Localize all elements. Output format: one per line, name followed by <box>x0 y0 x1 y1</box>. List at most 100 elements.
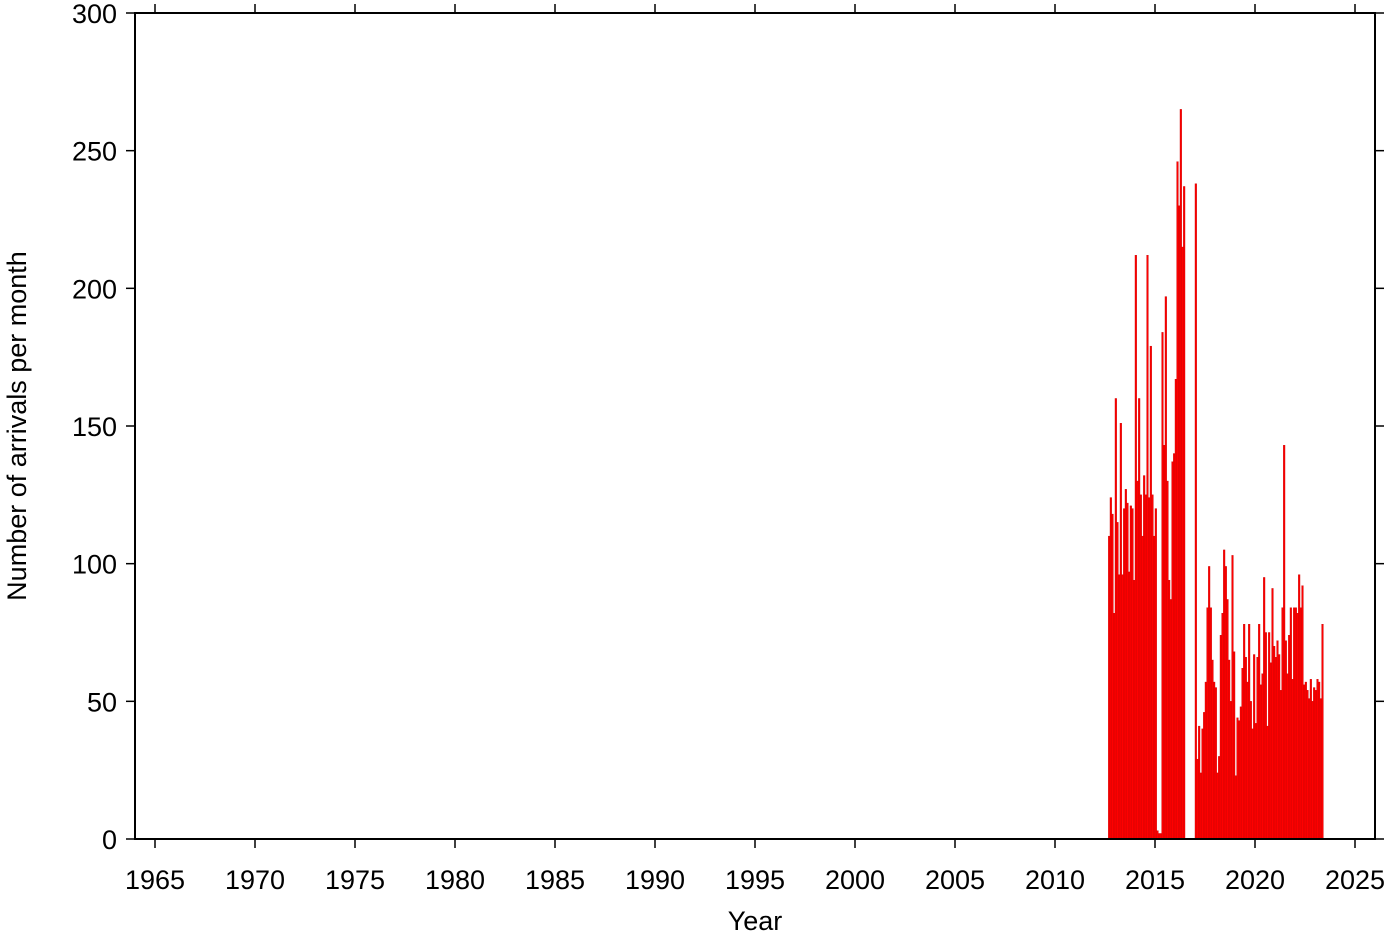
bar <box>1226 599 1229 840</box>
bar <box>1133 579 1136 840</box>
bar <box>1218 756 1221 840</box>
plot-frame <box>134 12 1376 840</box>
x-tick-label: 2020 <box>1225 865 1285 895</box>
bar <box>1281 607 1284 840</box>
bar <box>1196 758 1199 840</box>
bar <box>1249 701 1252 840</box>
bar <box>1241 668 1244 840</box>
bar <box>1113 613 1116 840</box>
bar <box>1314 690 1317 840</box>
bar <box>1278 654 1281 840</box>
bar <box>1139 494 1142 840</box>
bar <box>1109 497 1112 840</box>
bar <box>1316 679 1319 840</box>
y-tick-label: 200 <box>72 274 117 304</box>
x-tick-label: 2015 <box>1125 865 1185 895</box>
bar <box>1121 574 1124 840</box>
bar <box>1156 830 1159 840</box>
bar <box>1298 574 1301 840</box>
bar <box>1208 566 1211 840</box>
bar <box>1166 480 1169 840</box>
bar <box>1304 681 1307 840</box>
bar <box>1261 673 1264 840</box>
bar <box>1291 679 1294 840</box>
bar <box>1279 690 1282 840</box>
bar <box>1231 555 1234 840</box>
x-tick-label: 1965 <box>125 865 185 895</box>
bar <box>1238 720 1241 840</box>
bar <box>1294 607 1297 840</box>
bar <box>1169 599 1172 840</box>
bar <box>1306 690 1309 840</box>
bar <box>1194 183 1197 840</box>
bar <box>1236 717 1239 840</box>
bar <box>1128 571 1131 840</box>
bar <box>1203 712 1206 840</box>
bar <box>1284 640 1287 840</box>
bar <box>1318 681 1321 840</box>
bar <box>1141 535 1144 840</box>
bar <box>1164 296 1167 840</box>
bar <box>1173 453 1176 840</box>
x-tick-label: 1990 <box>625 865 685 895</box>
bar <box>1321 624 1324 840</box>
bar <box>1228 659 1231 840</box>
x-tick-label: 1985 <box>525 865 585 895</box>
bar <box>1253 654 1256 840</box>
bar <box>1283 445 1286 840</box>
bar <box>1239 706 1242 840</box>
x-axis-label: Year <box>728 906 783 936</box>
bar <box>1114 398 1117 840</box>
bar <box>1273 646 1276 840</box>
y-tick-label: 250 <box>72 137 117 167</box>
y-axis-label: Number of arrivals per month <box>2 251 32 601</box>
x-tick-label: 2000 <box>825 865 885 895</box>
bar <box>1244 657 1247 840</box>
bar <box>1119 423 1122 840</box>
bar <box>1293 607 1296 840</box>
bar <box>1129 505 1132 840</box>
bar <box>1263 577 1266 840</box>
bar <box>1204 681 1207 840</box>
bar <box>1213 681 1216 840</box>
bar <box>1151 494 1154 840</box>
bar <box>1144 494 1147 840</box>
bar <box>1123 508 1126 840</box>
bar <box>1234 775 1237 840</box>
bar <box>1201 728 1204 840</box>
bar <box>1313 687 1316 840</box>
bar <box>1111 513 1114 840</box>
bar <box>1161 332 1164 840</box>
bar <box>1209 607 1212 840</box>
bar <box>1174 378 1177 840</box>
bar <box>1271 588 1274 840</box>
bar <box>1264 632 1267 840</box>
bar <box>1311 701 1314 840</box>
bar <box>1286 673 1289 840</box>
bar <box>1181 246 1184 840</box>
bar <box>1216 772 1219 840</box>
x-tick-label: 2005 <box>925 865 985 895</box>
x-tick-label: 1980 <box>425 865 485 895</box>
bar <box>1171 461 1174 840</box>
bar <box>1276 640 1279 840</box>
bar <box>1134 255 1137 840</box>
bar <box>1223 549 1226 840</box>
bar <box>1168 579 1171 840</box>
y-tick-label: 0 <box>102 825 117 855</box>
bar <box>1116 522 1119 840</box>
bar <box>1206 607 1209 840</box>
x-tick-label: 1995 <box>725 865 785 895</box>
y-tick-label: 150 <box>72 412 117 442</box>
bar <box>1269 662 1272 840</box>
bar <box>1248 624 1251 840</box>
bar <box>1124 489 1127 840</box>
bar <box>1149 345 1152 840</box>
bar <box>1259 684 1262 840</box>
bar <box>1256 657 1259 840</box>
bar <box>1243 624 1246 840</box>
bar <box>1309 679 1312 840</box>
bar <box>1143 475 1146 840</box>
bar <box>1221 613 1224 840</box>
bar <box>1308 698 1311 840</box>
